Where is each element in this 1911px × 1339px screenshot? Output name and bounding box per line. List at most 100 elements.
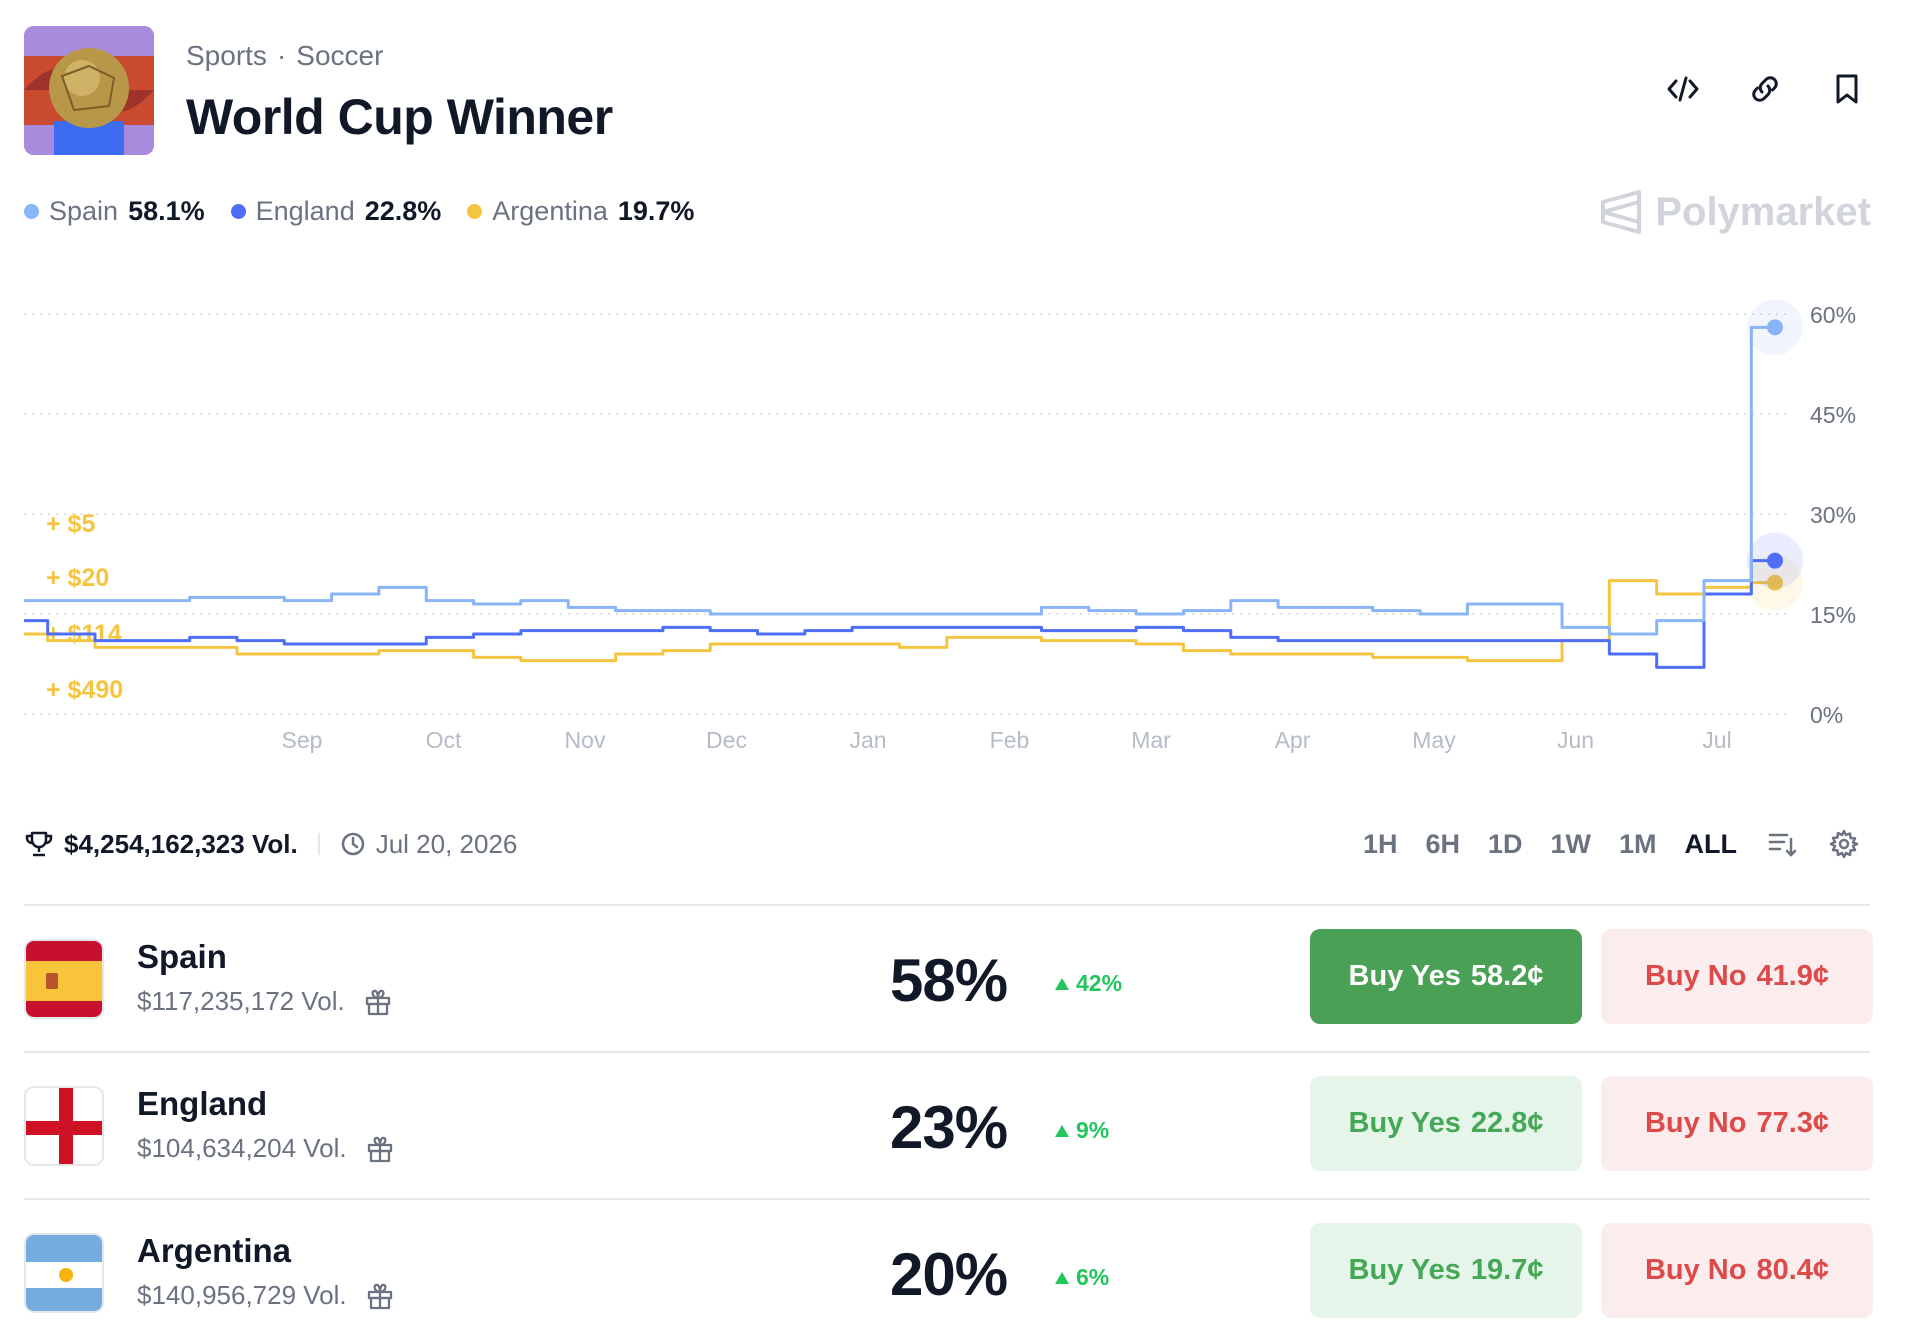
brand-name: Polymarket bbox=[1655, 189, 1871, 234]
outcome-change: 42% bbox=[1054, 970, 1122, 997]
x-tick-label: Jun bbox=[1557, 727, 1594, 753]
range-all[interactable]: ALL bbox=[1684, 828, 1737, 859]
header-actions bbox=[1664, 70, 1866, 108]
legend-name: Spain bbox=[49, 196, 119, 226]
buy-yes-button[interactable]: Buy Yes 19.7¢ bbox=[1310, 1223, 1582, 1318]
buy-no-button[interactable]: Buy No 77.3¢ bbox=[1601, 1076, 1873, 1171]
range-6h[interactable]: 6H bbox=[1425, 828, 1460, 859]
buy-yes-price: 22.8¢ bbox=[1470, 1107, 1544, 1139]
triangle-up-icon bbox=[1055, 1271, 1069, 1284]
series-line-spain bbox=[24, 325, 1775, 636]
legend-swatch bbox=[24, 204, 39, 219]
total-volume: $4,254,162,323 Vol. bbox=[24, 829, 298, 860]
clock-icon bbox=[341, 832, 364, 856]
outcome-change-value: 42% bbox=[1076, 970, 1123, 996]
divider bbox=[24, 1051, 1870, 1053]
legend-name: Argentina bbox=[492, 196, 608, 226]
buy-no-price: 77.3¢ bbox=[1756, 1107, 1830, 1139]
legend-item-spain: Spain 58.1% bbox=[24, 196, 205, 227]
trade-label: + $20 bbox=[46, 564, 109, 592]
range-1h[interactable]: 1H bbox=[1362, 828, 1398, 859]
legend-name: England bbox=[255, 196, 355, 226]
legend-pct: 22.8% bbox=[364, 196, 442, 226]
outcome-row-argentina[interactable]: Argentina $140,956,729 Vol. 20% 6% Buy Y… bbox=[24, 1200, 1873, 1339]
x-tick-label: Dec bbox=[706, 727, 747, 753]
polymarket-logo-icon bbox=[1601, 190, 1642, 234]
breadcrumb-subcategory[interactable]: Soccer bbox=[296, 40, 384, 71]
buy-yes-button[interactable]: Buy Yes 58.2¢ bbox=[1310, 929, 1582, 1024]
trade-label: + $490 bbox=[46, 676, 123, 704]
outcome-change: 9% bbox=[1054, 1117, 1109, 1144]
market-stats: $4,254,162,323 Vol. Jul 20, 2026 bbox=[24, 822, 517, 866]
event-image bbox=[24, 26, 154, 155]
triangle-up-icon bbox=[1055, 977, 1069, 990]
range-1m[interactable]: 1M bbox=[1619, 828, 1657, 859]
link-icon[interactable] bbox=[1746, 70, 1784, 108]
market-header: Sports · Soccer World Cup Winner bbox=[24, 26, 1886, 156]
bookmark-icon[interactable] bbox=[1828, 70, 1866, 108]
x-tick-label: Apr bbox=[1275, 727, 1311, 753]
buy-no-label: Buy No bbox=[1644, 1107, 1747, 1139]
buy-no-label: Buy No bbox=[1644, 960, 1747, 992]
outcome-volume: $140,956,729 Vol. bbox=[137, 1280, 395, 1311]
outcome-row-spain[interactable]: Spain $117,235,172 Vol. 58% 42% Buy Yes 5… bbox=[24, 906, 1873, 1052]
buy-yes-label: Buy Yes bbox=[1348, 960, 1461, 992]
outcome-change-value: 9% bbox=[1076, 1117, 1110, 1143]
flag-argentina bbox=[24, 1233, 104, 1313]
legend-pct: 58.1% bbox=[128, 196, 205, 226]
range-1w[interactable]: 1W bbox=[1550, 828, 1592, 859]
outcome-volume: $117,235,172 Vol. bbox=[137, 986, 393, 1017]
price-chart[interactable]: 60% 45% 30% 15% 0% Sep Oct Nov Dec Jan Feb Mar Apr Ma… bbox=[0, 280, 1911, 760]
polymarket-logo: Polymarket bbox=[1599, 188, 1871, 236]
breadcrumb-separator: · bbox=[276, 40, 287, 71]
gift-icon[interactable] bbox=[363, 987, 393, 1017]
x-tick-label: Nov bbox=[565, 727, 606, 753]
flag-spain bbox=[24, 939, 104, 1019]
x-tick-label: Jan bbox=[849, 727, 886, 753]
embed-icon[interactable] bbox=[1664, 70, 1702, 108]
buy-yes-price: 19.7¢ bbox=[1470, 1254, 1544, 1286]
series-endpoint-spain bbox=[1767, 319, 1783, 336]
settings-icon[interactable] bbox=[1827, 827, 1861, 861]
flag-england bbox=[24, 1086, 104, 1166]
end-date: Jul 20, 2026 bbox=[340, 829, 517, 860]
time-range-selector: 1H 6H 1D 1W 1M ALL bbox=[1363, 822, 1861, 866]
outcome-change-value: 6% bbox=[1076, 1264, 1110, 1290]
y-tick-label: 15% bbox=[1810, 602, 1856, 628]
series-endpoint-argentina bbox=[1767, 574, 1783, 591]
gift-icon[interactable] bbox=[365, 1281, 395, 1311]
outcome-change: 6% bbox=[1054, 1264, 1109, 1291]
outcome-name: England bbox=[137, 1085, 268, 1122]
x-tick-label: May bbox=[1412, 727, 1456, 753]
y-tick-label: 45% bbox=[1810, 402, 1856, 428]
divider bbox=[24, 904, 1870, 906]
buy-no-button[interactable]: Buy No 41.9¢ bbox=[1601, 929, 1873, 1024]
trade-label: + $5 bbox=[46, 510, 95, 538]
buy-yes-button[interactable]: Buy Yes 22.8¢ bbox=[1310, 1076, 1582, 1171]
range-1d[interactable]: 1D bbox=[1487, 828, 1523, 859]
y-tick-label: 30% bbox=[1810, 502, 1856, 528]
trophy-icon bbox=[25, 831, 53, 857]
buy-yes-price: 58.2¢ bbox=[1470, 960, 1544, 992]
x-tick-label: Sep bbox=[282, 727, 323, 753]
outcome-volume-value: $117,235,172 Vol. bbox=[137, 986, 345, 1016]
y-tick-label: 60% bbox=[1810, 302, 1856, 328]
triangle-up-icon bbox=[1055, 1124, 1069, 1137]
x-tick-label: Mar bbox=[1131, 727, 1171, 753]
outcome-volume-value: $140,956,729 Vol. bbox=[137, 1280, 347, 1310]
buy-no-button[interactable]: Buy No 80.4¢ bbox=[1601, 1223, 1873, 1318]
divider bbox=[24, 1198, 1870, 1200]
chart-legend: Spain 58.1% England 22.8% Argentina 19.7… bbox=[24, 196, 694, 227]
x-tick-label: Jul bbox=[1702, 727, 1731, 753]
breadcrumb: Sports · Soccer bbox=[186, 40, 383, 72]
gift-icon[interactable] bbox=[365, 1134, 395, 1164]
breadcrumb-category[interactable]: Sports bbox=[186, 40, 267, 71]
buy-yes-label: Buy Yes bbox=[1348, 1254, 1461, 1286]
total-volume-value: $4,254,162,323 Vol. bbox=[64, 828, 298, 859]
outcome-row-england[interactable]: England $104,634,204 Vol. 23% 9% Buy Yes… bbox=[24, 1053, 1873, 1199]
buy-yes-label: Buy Yes bbox=[1348, 1107, 1461, 1139]
sort-icon[interactable] bbox=[1765, 827, 1799, 861]
outcome-name: Argentina bbox=[137, 1232, 292, 1269]
stats-divider bbox=[317, 833, 320, 855]
legend-swatch bbox=[230, 204, 246, 219]
